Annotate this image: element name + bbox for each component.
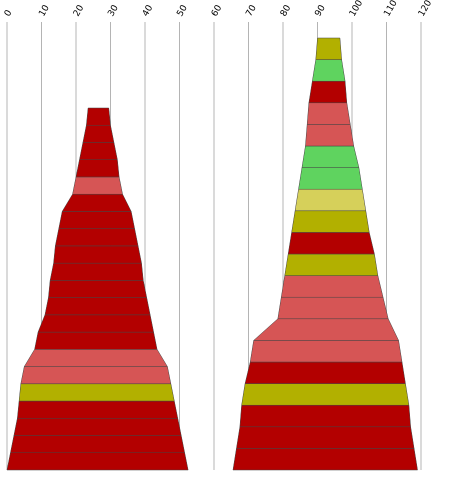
column-1-segment-18 xyxy=(75,159,120,178)
column-2-segment-19 xyxy=(312,59,346,82)
column-1-segment-15 xyxy=(58,211,135,229)
column-2-segment-15 xyxy=(301,145,360,168)
column-2-segment-16 xyxy=(305,124,355,147)
column-2-segment-9 xyxy=(280,275,384,298)
column-1-segment-12 xyxy=(49,262,144,281)
column-2-segment-17 xyxy=(306,102,351,125)
column-2-segment-14 xyxy=(298,167,363,190)
column-1-segment-21 xyxy=(86,107,111,126)
x-tick-label: 0 xyxy=(3,8,15,18)
column-1-segment-1 xyxy=(6,452,189,471)
column-1-segment-13 xyxy=(53,245,142,264)
column-1-segment-6 xyxy=(20,366,172,385)
column-1-segment-14 xyxy=(54,228,139,247)
x-tick-label: 120 xyxy=(417,0,434,19)
column-1-segment-20 xyxy=(82,124,115,143)
column-2-segment-6 xyxy=(249,340,403,363)
x-tick-label: 100 xyxy=(348,0,365,19)
column-1-segment-9 xyxy=(37,314,154,333)
column-2-segment-18 xyxy=(308,80,348,104)
column-2-segment-13 xyxy=(294,188,367,212)
x-tick-label: 30 xyxy=(106,3,121,18)
column-2-segment-3 xyxy=(239,404,411,428)
column-2-segment-10 xyxy=(284,253,379,276)
chart-bars xyxy=(6,37,418,471)
column-2-segment-12 xyxy=(291,210,370,233)
column-2-segment-5 xyxy=(244,361,406,384)
column-2-segment-4 xyxy=(241,383,410,406)
x-tick-label: 110 xyxy=(382,0,399,19)
x-axis-tick-labels: 0 10 20 30 40 50 60 70 80 90 100 110 120 xyxy=(3,0,434,19)
column-1-segment-2 xyxy=(10,435,185,454)
column-2-segment-20 xyxy=(315,37,342,60)
x-tick-label: 60 xyxy=(210,3,225,18)
column-2-segment-2 xyxy=(236,426,415,449)
column-1-segment-8 xyxy=(34,331,158,350)
column-1-segment-11 xyxy=(48,280,148,298)
column-2-segment-1 xyxy=(232,448,418,471)
column-1-segment-5 xyxy=(18,383,175,402)
x-tick-label: 50 xyxy=(175,3,190,18)
column-1-segment-19 xyxy=(79,142,118,160)
column-2-segment-8 xyxy=(277,296,389,320)
x-tick-label: 90 xyxy=(313,3,328,18)
x-tick-label: 20 xyxy=(72,3,87,18)
column-1-segment-7 xyxy=(23,349,168,367)
column-1-segment-16 xyxy=(61,193,132,212)
column-1-segment-10 xyxy=(44,297,151,316)
x-tick-label: 10 xyxy=(37,3,52,18)
column-1-segment-17 xyxy=(72,176,123,195)
column-1-segment-4 xyxy=(17,400,179,419)
x-tick-label: 70 xyxy=(244,3,259,18)
x-tick-label: 80 xyxy=(279,3,294,18)
column-2-segment-7 xyxy=(253,318,399,341)
column-2-segment-11 xyxy=(287,232,375,255)
x-tick-label: 40 xyxy=(141,3,156,18)
column-1-segment-3 xyxy=(13,418,182,436)
